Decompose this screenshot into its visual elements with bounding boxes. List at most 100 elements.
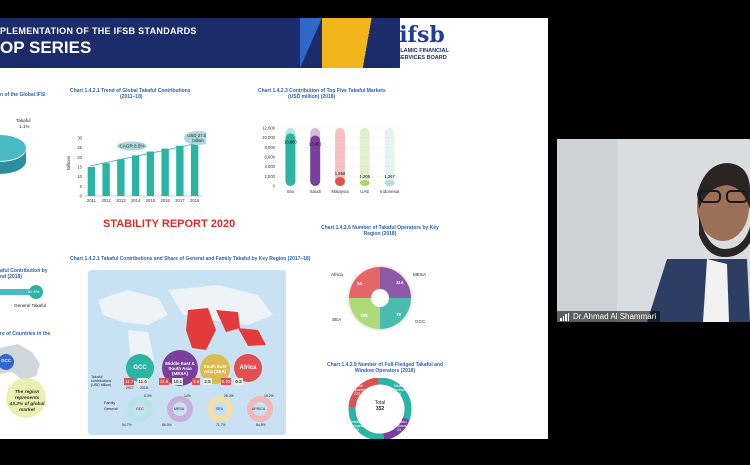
chart2-title-a: Chart 1.4.2.3 Contribution of Top Five T… bbox=[258, 88, 386, 94]
chart1-x-tick: 2011 bbox=[87, 198, 97, 203]
chart1-y-tick: 25 bbox=[77, 145, 82, 150]
participant-name: Dr.Ahmad Al Shammari bbox=[573, 312, 657, 321]
participant-name-tag: Dr.Ahmad Al Shammari bbox=[557, 311, 661, 323]
chart4-value: 106 bbox=[360, 313, 368, 318]
chart4-title: Chart 1.4.2.6 Number of Takaful Operator… bbox=[321, 225, 439, 237]
chart5-q2-label: Takaful Windows bbox=[391, 384, 407, 392]
left-chart-title-1: n of the Global IFSI bbox=[0, 92, 46, 98]
header-blue-stripe bbox=[300, 18, 322, 68]
donut-label: GCC bbox=[136, 407, 144, 411]
chart2-x-tick: Saudi bbox=[310, 189, 321, 194]
chart3-map-shapes bbox=[98, 285, 273, 370]
region-value: 0.22 bbox=[220, 378, 232, 385]
donut-top: 14% bbox=[184, 394, 191, 398]
chart2-data-label: 1,267 bbox=[384, 174, 395, 179]
header-yellow-stripe bbox=[322, 18, 384, 68]
donut-top: 15.2% bbox=[264, 394, 274, 398]
chart2-title-b: (USD million) (2018) bbox=[288, 94, 336, 100]
stability-report-title: STABILITY REPORT 2020 bbox=[103, 218, 236, 230]
chart2-x-tick: Iran bbox=[287, 189, 295, 194]
left-world-map bbox=[0, 344, 46, 418]
chart2-y-tick: 6,000 bbox=[265, 155, 276, 160]
chart1-callout-a: USD 27.07 bbox=[187, 133, 206, 138]
chart2-bar-track bbox=[384, 128, 395, 186]
region-value: 11.6 bbox=[158, 378, 170, 385]
chart1-y-tick: 20 bbox=[77, 155, 82, 160]
chart3-title: Chart 1.4.2.1 Takaful Contributions and … bbox=[70, 256, 311, 262]
region-value: 11.6 bbox=[137, 378, 148, 385]
chart5-total-label: Total bbox=[374, 400, 386, 406]
region-value: 2.5 bbox=[203, 378, 212, 385]
left-chart-title-3: re of Countries in the bbox=[0, 331, 51, 337]
chart3-legend-general: General bbox=[104, 407, 118, 411]
chart1-y-tick: 5 bbox=[80, 184, 83, 189]
chart1-x-tick: 2016 bbox=[160, 198, 170, 203]
ifsb-logo: ifsb ISLAMIC FINANCIAL SERVICES BOARD bbox=[392, 22, 452, 61]
chart1-cagr-badge bbox=[117, 141, 147, 151]
chart2-y-tick: 10,000 bbox=[262, 135, 275, 140]
region-value: 10.1 bbox=[172, 378, 184, 385]
chart1-y-tick: 10 bbox=[77, 174, 82, 179]
left-general-label: General Takaful bbox=[14, 303, 47, 308]
chart1-y-tick: 0 bbox=[80, 194, 83, 199]
chart5-q1-label: Takaful Companies bbox=[347, 384, 367, 392]
chart5-total-value: 352 bbox=[375, 406, 385, 412]
chart1-x-tick: 2012 bbox=[101, 198, 111, 203]
chart1-x-tick: 2013 bbox=[116, 198, 126, 203]
chart3-legend-family: Family bbox=[104, 401, 116, 405]
chart1-x-tick: 2018 bbox=[190, 198, 200, 203]
chart5-total: Total 352 bbox=[366, 400, 394, 412]
donut-label: MESA bbox=[174, 407, 185, 411]
left-takaful-value: 1.1% bbox=[19, 124, 30, 129]
chart2-y-tick: 4,000 bbox=[265, 164, 276, 169]
participant-video-tile[interactable] bbox=[557, 139, 750, 322]
chart2-x-tick: Indonesia bbox=[380, 189, 400, 194]
left-takaful-label: Takaful bbox=[16, 118, 31, 123]
chart2-title: Chart 1.4.2.3 Contribution of Top Five T… bbox=[258, 88, 428, 100]
chart2-y-tick: 8,000 bbox=[265, 145, 276, 150]
chart5-q1-value: 223 bbox=[354, 392, 360, 396]
chart1-title: Chart 1.4.2.1 Trend of Global Takaful Co… bbox=[70, 88, 230, 100]
region-bubble-africa: Africa bbox=[234, 354, 262, 382]
chart5-q2-value: 26 bbox=[397, 392, 401, 396]
chart4-operators-rosette bbox=[347, 265, 413, 331]
participant-video-frame bbox=[557, 139, 750, 322]
chart2-x-tick: Malaysia bbox=[331, 189, 349, 194]
region-value: 11.7 bbox=[124, 378, 135, 385]
chart5-q4: Retakaful Windows 24 bbox=[386, 420, 412, 432]
chart5-title: Chart 1.4.2.9 Number of Full-Fledged Tak… bbox=[326, 362, 444, 374]
chart1-y-tick: 15 bbox=[77, 165, 82, 170]
chart3-year-2018: 2018 bbox=[140, 386, 148, 390]
chart1-x-tick: 2017 bbox=[175, 198, 185, 203]
left-chart-title-2a: aful Contribution by bbox=[0, 268, 48, 274]
ifsb-logo-mark: ifsb bbox=[399, 22, 445, 48]
chart2-data-label: 1,858 bbox=[335, 171, 346, 176]
region-bubble-gcc: GCC bbox=[126, 354, 154, 382]
shared-slide: PLEMENTATION OF THE IFSB STANDARDS OP SE… bbox=[0, 18, 548, 439]
logo-line-2: SERVICES BOARD bbox=[397, 54, 447, 61]
region-value: 0.3 bbox=[234, 378, 243, 385]
chart1-x-tick: 2014 bbox=[131, 198, 141, 203]
chart2-bar bbox=[335, 177, 345, 186]
chart2-bar bbox=[310, 135, 321, 186]
chart1-trend-arrow bbox=[89, 143, 195, 167]
chart2-x-tick: UAE bbox=[360, 189, 369, 194]
chart1-bar bbox=[87, 167, 96, 196]
donut-bottom: 84.8% bbox=[256, 423, 266, 427]
chart2-data-label: 10,880 bbox=[284, 139, 297, 144]
left-chart-title-2b: nd (2018) bbox=[0, 274, 22, 280]
chart5-q2: Takaful Windows 26 bbox=[386, 384, 412, 396]
chart1-title-a: Chart 1.4.2.1 Trend of Global Takaful Co… bbox=[70, 88, 191, 94]
signal-bars-icon bbox=[560, 312, 570, 322]
donut-label: AFRICA bbox=[252, 407, 266, 411]
chart2-bar bbox=[384, 179, 395, 186]
chart4-mesa-label: MESA bbox=[413, 272, 427, 277]
chart2-bar bbox=[285, 133, 296, 186]
chart3-row-label: Takaful contributions (USD billion) bbox=[91, 375, 112, 388]
chart3-year-2017: 2017 bbox=[126, 386, 134, 390]
chart2-data-label: 10,451 bbox=[309, 141, 322, 146]
header-subtitle: PLEMENTATION OF THE IFSB STANDARDS bbox=[0, 26, 197, 36]
chart3-values-row: 11.7 11.6 11.6 10.1 2.8 2.5 0.22 0.3 bbox=[124, 378, 243, 385]
chart2-bar bbox=[359, 180, 370, 186]
